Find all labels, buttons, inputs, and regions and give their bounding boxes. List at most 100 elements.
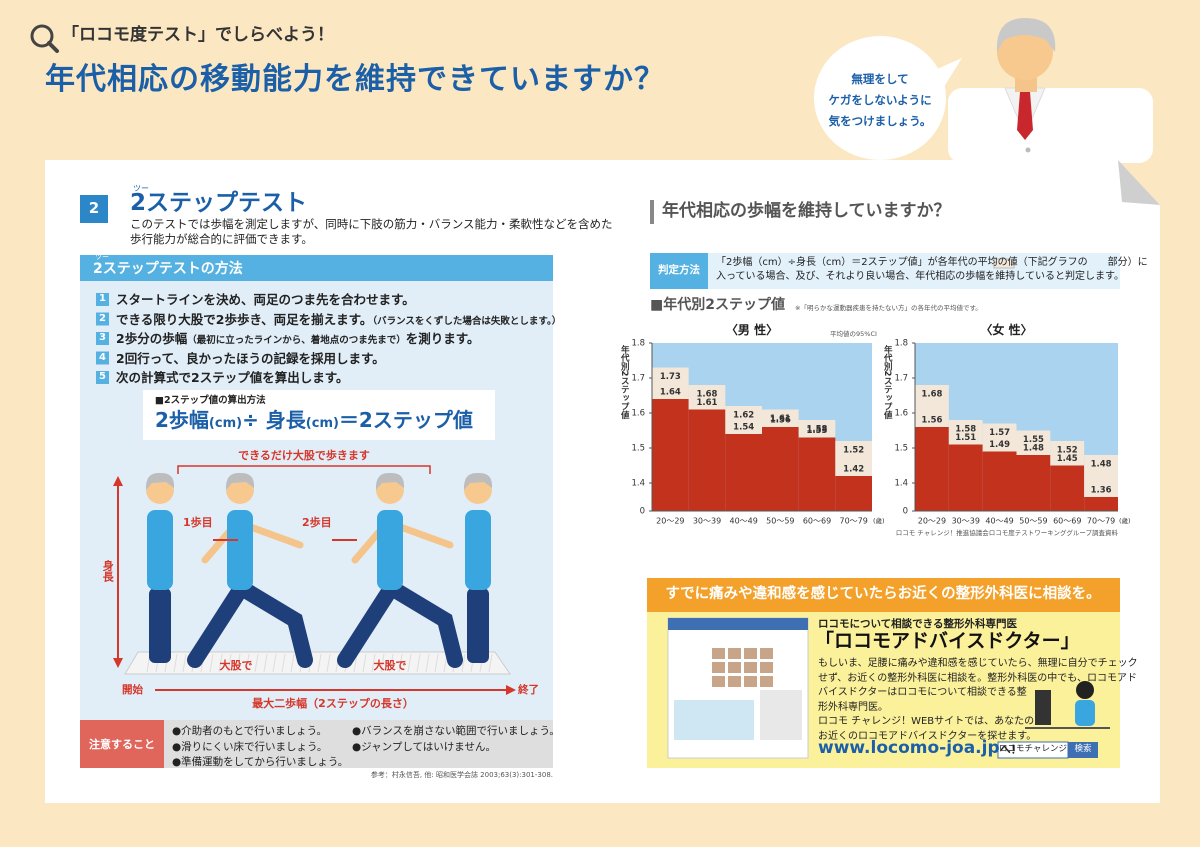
value-label: 1.55 (1023, 435, 1044, 445)
mat-slat (461, 653, 466, 673)
step-number: 1 (99, 293, 106, 304)
step-text: できる限り大股で2歩歩き、両足を揃えます。 (116, 311, 373, 327)
caution-item: ●ジャンプしてはいけません。 (352, 741, 496, 753)
formula: 2歩幅(cm)÷ 身長(cm)＝2ステップ値 (155, 408, 473, 432)
value-label: 1.56 (770, 416, 791, 426)
range-band (652, 367, 689, 399)
mat-slat (209, 653, 214, 673)
range-band (1016, 430, 1051, 455)
website-thumb (728, 662, 741, 673)
consult-body: バイスドクターはロコモについて相談できる整 (818, 687, 1027, 698)
value-label: 1.73 (660, 372, 681, 382)
y-tick-label: 0 (640, 507, 645, 517)
mat-slat (263, 653, 268, 673)
step-number-box (96, 351, 109, 365)
instruction: できるだけ大股で歩きます (238, 449, 370, 462)
stride-label: 大股で (219, 659, 253, 672)
consult-body: せず、お近くの整形外科医に相談を。整形外科医の中でも、ロコモアド (818, 672, 1137, 684)
range-band (1050, 441, 1085, 466)
step-text: 次の計算式で2ステップ値を算出します。 (116, 370, 349, 385)
leg (187, 582, 248, 668)
mat-slat (362, 653, 367, 673)
judgment-label-box (650, 253, 708, 289)
chart-title: 〈男 性〉 (725, 323, 779, 337)
kicker: 「ロコモ度テスト」でしらべよう！ (62, 25, 334, 45)
doctor-hair (996, 18, 1056, 52)
mat-slat (353, 653, 358, 673)
arm (241, 521, 304, 549)
search-text: ロコモチャレンジ (999, 744, 1067, 754)
test-title: 2ステップテスト (130, 190, 308, 216)
instruction-bracket (177, 465, 431, 474)
value-label: 1.42 (843, 465, 864, 475)
consult-header (647, 578, 1120, 612)
step: 次の計算式で2ステップ値を算出します。 (116, 370, 348, 385)
head (464, 476, 492, 504)
step-label: 1歩目 (183, 516, 213, 529)
range-band (1084, 455, 1118, 497)
mat-slat (434, 653, 439, 673)
caution-item: ●バランスを崩さない範囲で行いましょう。 (352, 725, 560, 737)
leg (387, 582, 463, 668)
y-tick-label: 1.5 (631, 444, 645, 454)
caution-label: 注意すること (89, 738, 155, 751)
head (226, 476, 254, 504)
bar (1084, 497, 1118, 511)
value-label: 1.56 (921, 416, 942, 426)
value-label: 1.52 (843, 446, 864, 456)
caution-label-box (80, 720, 164, 768)
leg (337, 582, 398, 668)
value-label: 1.48 (1023, 444, 1044, 454)
user-head (1076, 681, 1094, 699)
height-label: 身長 (101, 560, 115, 582)
caution-item: ●準備運動をしてから行いましょう。 (172, 756, 349, 768)
y-tick-label: 1.7 (894, 374, 908, 384)
description-line: このテストでは歩幅を測定しますが、同時に下肢の筋力・バランス能力・柔軟性などを含… (130, 217, 613, 231)
consult-body: お近くのロコモアドバイスドクターを探せます。 (818, 730, 1037, 742)
hair (145, 472, 175, 490)
step-number-box (96, 332, 109, 345)
chart-note: ※「明らかな運動器疾患を持たない方」の各年代の平均値です。 (795, 304, 982, 312)
step: スタートラインを決め、両足のつま先を合わせます。 (116, 292, 415, 307)
start-label: 開始 (122, 684, 143, 696)
value-label: 1.49 (989, 440, 1010, 450)
value-label: 1.68 (921, 390, 942, 400)
step-number: 4 (99, 351, 106, 363)
consult-body: ロコモ チャレンジ！WEBサイトでは、あなたの (818, 716, 1035, 727)
step-note: （最初に立ったラインから、着地点のつま先まで） (187, 335, 406, 346)
website-thumb (760, 662, 773, 673)
x-tick-label: 60〜69 (803, 517, 831, 526)
range-band (982, 423, 1017, 452)
step-text: 2歩分の歩幅 (116, 331, 188, 346)
x-tick-label: 60〜69 (1053, 517, 1081, 526)
consult-url: www.locomo-joa.jpへ！ (818, 738, 1022, 758)
head (146, 476, 174, 504)
doctor-head (997, 24, 1053, 80)
bubble-line: ケガをしないように (828, 93, 932, 107)
card-fold (1118, 160, 1160, 205)
formula-part: 2歩幅 (155, 408, 209, 432)
range-band (798, 420, 836, 438)
number: 2 (88, 199, 100, 217)
bar (652, 399, 689, 511)
step: 2回行って、良かったほうの記録を採用します。 (116, 351, 385, 366)
y-tick-label: 1.5 (894, 444, 908, 454)
url-tail: へ！ (999, 743, 1022, 756)
x-unit: (歳) (873, 516, 885, 525)
value-label: 1.53 (807, 426, 828, 436)
mat-slat (416, 653, 421, 673)
y-tick-label: 1.4 (631, 479, 645, 489)
consult-lead: ロコモについて相談できる整形外科専門医 (818, 618, 1017, 630)
value-label: 1.52 (1057, 446, 1078, 456)
mat-slat (488, 653, 493, 673)
mat-slat (425, 653, 430, 673)
mat-slat (182, 653, 187, 673)
bar (798, 437, 836, 511)
y-tick-label: 0 (903, 507, 908, 517)
formula-label: ■2ステップ値の算出方法 (155, 395, 266, 406)
step-number-box (96, 371, 109, 384)
monitor (1035, 690, 1051, 725)
x-tick-label: 70〜79 (839, 517, 867, 526)
leg (237, 582, 313, 668)
range-band (688, 385, 726, 410)
